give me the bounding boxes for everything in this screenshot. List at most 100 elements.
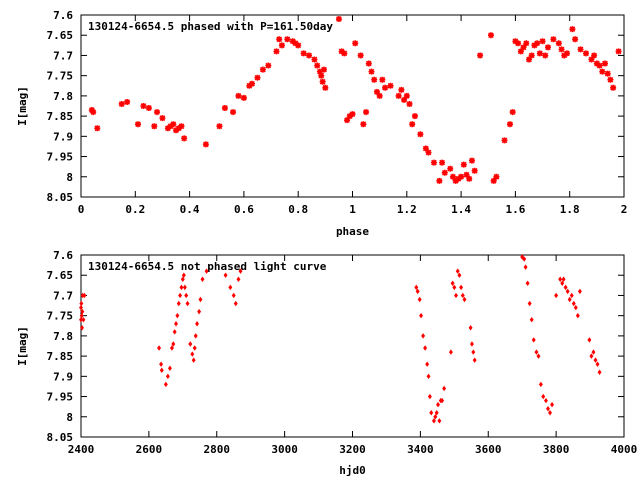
y-tick-label: 8 [66, 411, 73, 424]
data-point [455, 175, 462, 182]
data-point [471, 167, 478, 174]
data-point [525, 280, 530, 287]
y-tick-label: 7.65 [47, 269, 74, 282]
data-point [176, 300, 181, 307]
data-point [382, 84, 389, 91]
y-tick-label: 7.85 [47, 350, 74, 363]
data-point [185, 300, 190, 307]
x-axis-label: hjd0 [339, 464, 366, 477]
data-point [563, 284, 568, 291]
data-point [173, 127, 180, 134]
data-point [506, 121, 513, 128]
x-tick-label: 4000 [611, 443, 638, 456]
data-point [536, 50, 543, 57]
data-point [573, 304, 578, 311]
data-point [352, 40, 359, 47]
data-point [318, 72, 325, 79]
data-point [440, 397, 445, 404]
x-tick-label: 2800 [204, 443, 231, 456]
data-point [94, 125, 101, 132]
data-point [79, 304, 83, 311]
data-point [601, 60, 608, 67]
data-point [165, 373, 170, 380]
data-point [615, 48, 622, 55]
data-point [174, 321, 178, 327]
data-point [167, 123, 174, 130]
data-point [567, 296, 572, 303]
data-point [414, 284, 419, 291]
data-point [193, 333, 198, 339]
x-tick-label: 0 [78, 203, 85, 216]
plot-title: 130124-6654.5 not phased light curve [88, 260, 327, 273]
data-point [80, 308, 85, 315]
data-point [276, 36, 283, 43]
x-tick-label: 1.6 [505, 203, 525, 216]
data-point [520, 44, 527, 51]
data-point [436, 401, 440, 408]
data-point [427, 393, 432, 400]
data-point [558, 46, 565, 53]
data-point [284, 36, 291, 43]
data-point [373, 88, 380, 95]
data-point [169, 345, 174, 351]
data-point [529, 317, 534, 323]
data-point [543, 397, 548, 404]
data-point [436, 177, 443, 184]
data-point [523, 40, 530, 47]
data-point [175, 312, 180, 319]
data-point [300, 50, 307, 57]
data-point [191, 357, 196, 363]
data-point [542, 52, 549, 59]
data-point [178, 292, 183, 299]
unphased-light-curve-panel: 2400 2600 2800 3000 3200 3400 3600 3800 4000 7.6 7… [16, 249, 637, 477]
data-point [200, 276, 205, 282]
data-point [512, 38, 519, 45]
data-point [515, 40, 522, 47]
data-point [181, 272, 186, 278]
data-point [539, 38, 546, 45]
x-tick-label: 1.8 [560, 203, 580, 216]
data-point [550, 36, 557, 43]
data-point [457, 272, 462, 278]
data-point [459, 284, 464, 291]
data-point [538, 381, 543, 388]
data-point [442, 385, 447, 392]
data-point [172, 329, 177, 335]
data-point [591, 52, 598, 59]
data-point [145, 105, 152, 112]
data-point [472, 357, 477, 363]
y-tick-label: 7.65 [47, 29, 74, 42]
data-point [159, 367, 164, 373]
data-point [471, 349, 476, 355]
y-tick-label: 7.95 [47, 151, 74, 164]
data-point [458, 173, 465, 180]
data-point [140, 103, 147, 109]
data-point [569, 26, 576, 33]
data-point [589, 353, 594, 359]
data-point [593, 60, 600, 67]
data-point [170, 121, 177, 128]
data-point [599, 68, 606, 75]
data-point [406, 100, 413, 107]
data-point [179, 284, 184, 291]
data-point [254, 74, 261, 81]
data-point [534, 349, 539, 355]
data-point [198, 296, 203, 303]
x-tick-label: 1.4 [451, 203, 471, 216]
data-point [607, 76, 614, 83]
data-point [80, 325, 84, 331]
data-point [178, 123, 185, 130]
data-point [531, 337, 536, 343]
y-tick-label: 7.75 [47, 70, 74, 83]
data-point [536, 353, 541, 359]
data-point [292, 40, 299, 47]
data-point [236, 276, 241, 282]
data-point [441, 169, 448, 176]
data-point [319, 78, 326, 85]
data-point [349, 111, 356, 118]
data-point [452, 284, 457, 291]
data-point [417, 131, 424, 138]
data-point [604, 70, 611, 77]
data-point [417, 296, 422, 303]
data-point [316, 68, 323, 75]
